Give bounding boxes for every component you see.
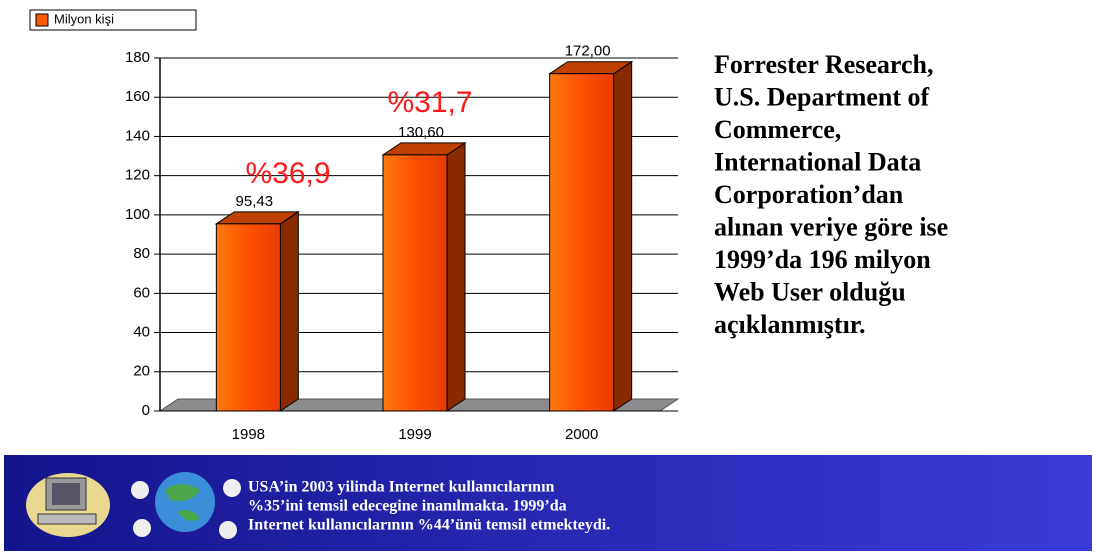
y-tick-label: 160: [125, 88, 150, 105]
bar: [383, 155, 447, 411]
side-text-line: Corporation’dan: [714, 180, 904, 209]
legend-swatch: [36, 14, 48, 26]
banner-text-line: USA’in 2003 yilinda Internet kullanıcıla…: [248, 479, 555, 496]
side-text-line: Web User olduğu: [714, 277, 906, 306]
side-text-line: U.S. Department of: [714, 82, 930, 111]
y-tick-label: 100: [125, 206, 150, 223]
y-tick-label: 80: [133, 245, 150, 262]
slide: Milyon kişi 0 20 40 60 80 100 120 140 160 180 95,43…: [0, 0, 1096, 556]
y-tick-label: 140: [125, 127, 150, 144]
banner-text-line: %35’ini temsil edecegine inanılmakta. 19…: [248, 498, 567, 515]
growth-annotation: %31,7: [387, 86, 472, 119]
y-tick-label: 180: [125, 49, 150, 66]
computer-icon: [26, 473, 110, 537]
value-label: 130,60: [398, 124, 444, 141]
side-text-line: alınan veriye göre ise: [714, 212, 948, 241]
side-text-line: açıklanmıştır.: [714, 310, 865, 339]
y-tick-label: 20: [133, 363, 150, 380]
growth-annotation: %36,9: [245, 157, 330, 190]
x-tick-label: 2000: [565, 426, 598, 443]
side-text-line: International Data: [714, 147, 921, 176]
value-label: 95,43: [236, 193, 274, 210]
y-tick-label: 120: [125, 167, 150, 184]
slide-canvas: Milyon kişi 0 20 40 60 80 100 120 140 160 180 95,43…: [0, 0, 1096, 556]
bar-side: [280, 212, 298, 411]
bar: [216, 224, 280, 411]
bar-side: [614, 62, 632, 411]
y-tick-label: 0: [142, 402, 150, 419]
side-text-line: Commerce,: [714, 115, 841, 144]
y-tick-label: 60: [133, 284, 150, 301]
x-tick-label: 1998: [232, 426, 265, 443]
banner-text-line: Internet kullanıcılarının %44’ünü temsil…: [248, 517, 610, 534]
bar-side: [447, 143, 465, 411]
side-text-line: Forrester Research,: [714, 50, 933, 79]
y-tick-label: 40: [133, 324, 150, 341]
bar: [550, 74, 614, 411]
legend-label: Milyon kişi: [54, 11, 114, 26]
value-label: 172,00: [565, 43, 611, 60]
x-tick-label: 1999: [398, 426, 431, 443]
side-text-line: 1999’da 196 milyon: [714, 245, 931, 274]
